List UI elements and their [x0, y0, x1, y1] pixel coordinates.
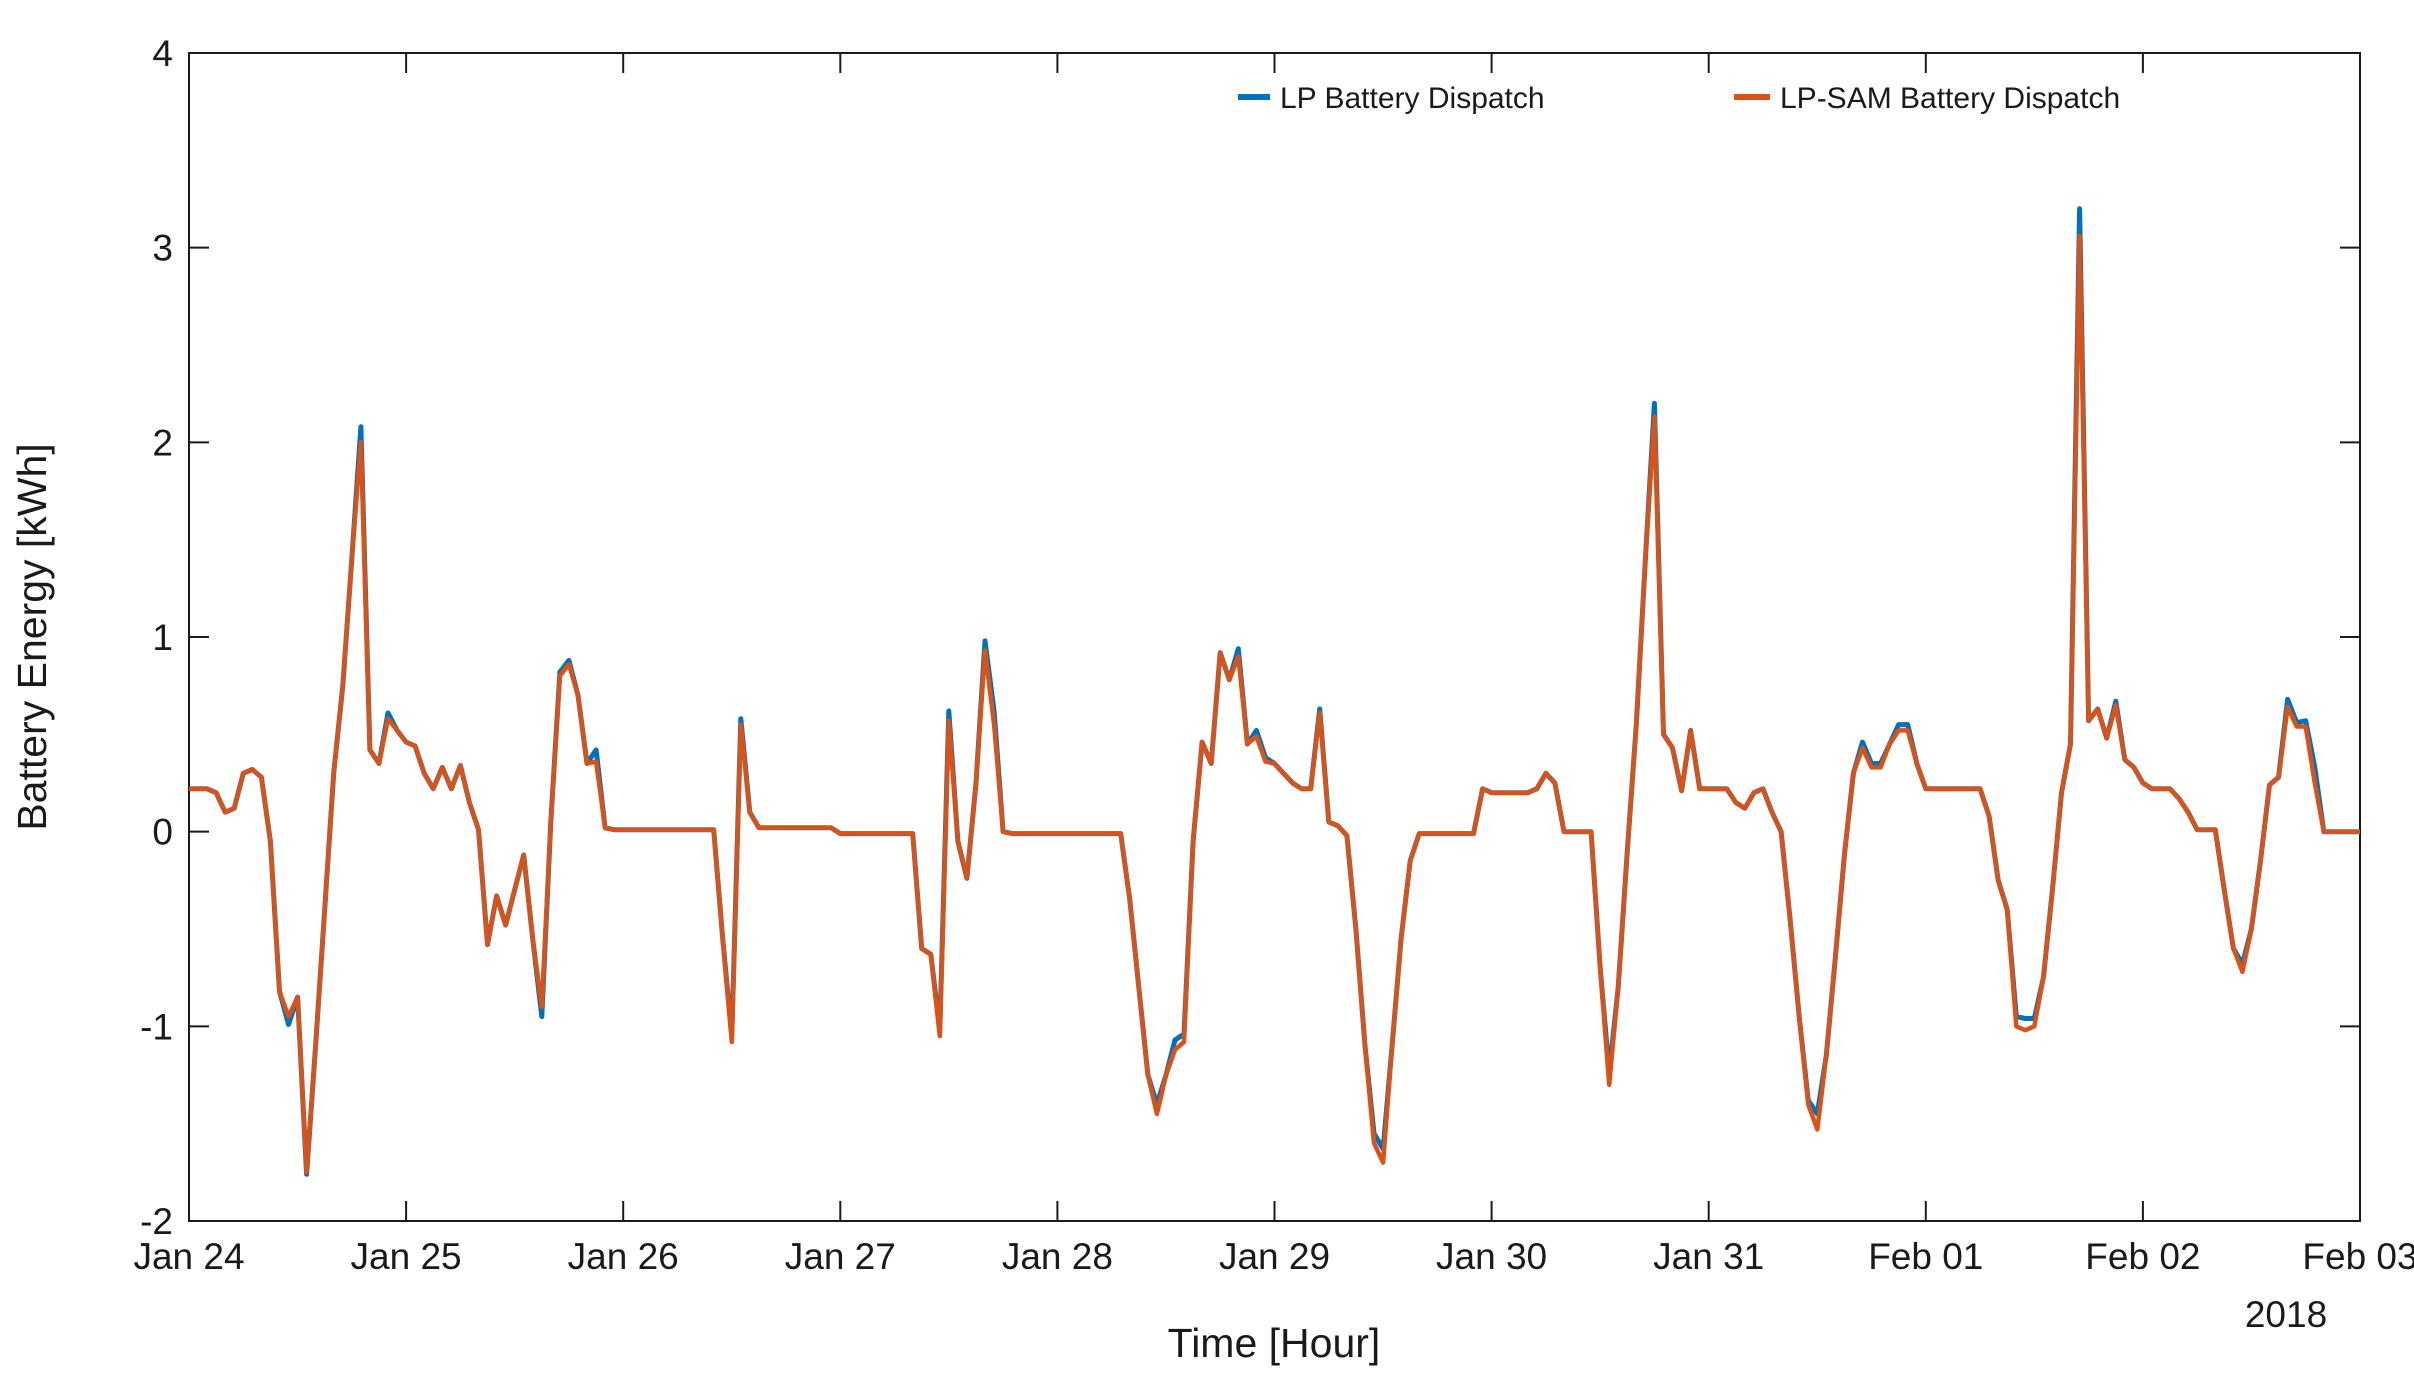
lp-sam-legend-label: LP-SAM Battery Dispatch — [1780, 82, 2120, 115]
x-tick-label: Jan 31 — [1653, 1236, 1764, 1277]
x-tick-label: Jan 27 — [785, 1236, 896, 1277]
x-axis-year-label: 2018 — [2245, 1294, 2327, 1335]
tick-labels: Jan 24 Jan 25 Jan 26 Jan 27 Jan 28 Jan 29 Jan … — [133, 33, 2414, 1277]
lp-battery-dispatch-line — [189, 206, 2360, 1177]
x-axis-label: Time [Hour] — [1168, 1320, 1381, 1366]
x-tick-label: Feb 01 — [1868, 1236, 1983, 1277]
lp-sam-battery-dispatch-line — [189, 233, 2360, 1175]
axis-ticks — [188, 52, 2361, 1222]
y-tick-label: -1 — [140, 1006, 173, 1047]
axes-box — [188, 52, 2361, 1222]
legend-item-lp-sam: LP-SAM Battery Dispatch — [1734, 82, 2120, 115]
x-tick-label: Jan 24 — [133, 1236, 244, 1277]
legend: LP Battery Dispatch LP-SAM Battery Dispa… — [1238, 82, 2120, 115]
x-tick-label: Jan 29 — [1219, 1236, 1330, 1277]
y-tick-label: 3 — [152, 228, 173, 269]
y-tick-label: 4 — [152, 33, 173, 74]
legend-item-lp: LP Battery Dispatch — [1238, 82, 1545, 115]
x-tick-label: Jan 25 — [351, 1236, 462, 1277]
x-tick-label: Feb 02 — [2085, 1236, 2200, 1277]
series-group — [189, 206, 2360, 1177]
y-tick-label: 0 — [152, 812, 173, 853]
lp-legend-label: LP Battery Dispatch — [1280, 82, 1545, 115]
x-tick-label: Jan 30 — [1436, 1236, 1547, 1277]
x-tick-label: Feb 03 — [2302, 1236, 2414, 1277]
x-tick-label: Jan 28 — [1002, 1236, 1113, 1277]
y-tick-label: -2 — [140, 1201, 173, 1242]
y-tick-label: 2 — [152, 422, 173, 463]
x-tick-label: Jan 26 — [568, 1236, 679, 1277]
y-axis-label: Battery Energy [kWh] — [9, 443, 55, 830]
y-tick-label: 1 — [152, 617, 173, 658]
